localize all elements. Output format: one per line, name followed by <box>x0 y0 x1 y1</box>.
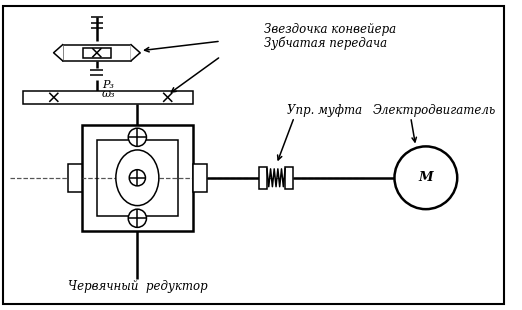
Text: Упр. муфта: Упр. муфта <box>287 104 362 117</box>
Polygon shape <box>54 45 63 61</box>
Bar <box>259 167 267 189</box>
Text: P₃: P₃ <box>102 80 114 90</box>
Text: Зубчатая передача: Зубчатая передача <box>264 36 387 50</box>
Bar <box>97 140 178 216</box>
Ellipse shape <box>116 150 159 206</box>
Polygon shape <box>131 45 140 61</box>
Bar <box>67 164 81 192</box>
Bar <box>63 45 131 61</box>
Text: ω₃: ω₃ <box>102 89 115 99</box>
Circle shape <box>395 146 457 209</box>
Text: M: M <box>419 171 433 184</box>
Bar <box>83 48 111 58</box>
Circle shape <box>128 128 147 146</box>
Bar <box>23 91 193 104</box>
Bar <box>285 167 293 189</box>
Bar <box>193 164 207 192</box>
Text: Звездочка конвейера: Звездочка конвейера <box>264 23 396 36</box>
Text: Червячный  редуктор: Червячный редуктор <box>67 280 207 293</box>
Text: Электродвигатель: Электродвигатель <box>373 104 496 117</box>
Bar <box>81 125 193 231</box>
Circle shape <box>128 209 147 227</box>
Circle shape <box>129 170 146 186</box>
